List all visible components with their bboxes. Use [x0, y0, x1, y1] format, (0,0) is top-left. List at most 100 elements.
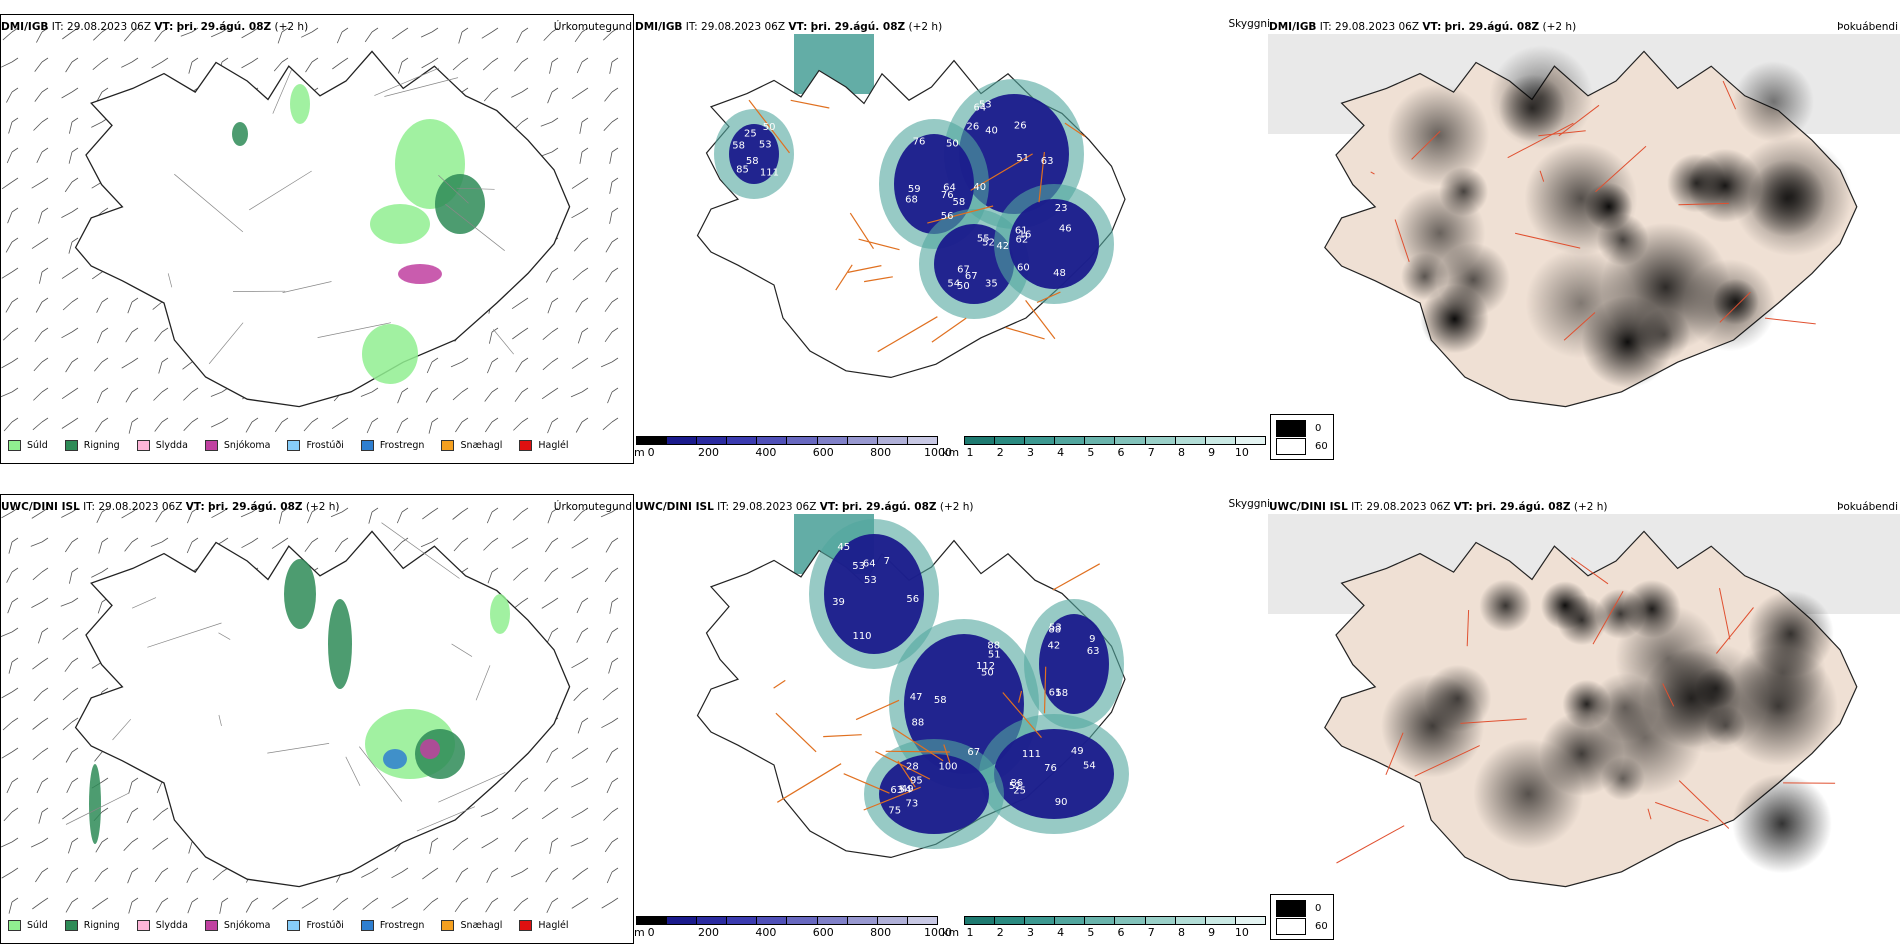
wind-barb — [602, 691, 613, 701]
road-line — [218, 714, 222, 726]
wind-barb — [401, 417, 409, 423]
wind-barb — [161, 837, 169, 843]
wind-barb — [570, 391, 583, 398]
road-line — [1647, 808, 1652, 820]
cloudbase-value-label: 40 — [973, 182, 986, 193]
wind-barb — [212, 871, 223, 881]
wind-barb — [341, 417, 349, 423]
wind-barb — [1, 751, 13, 759]
wind-barb — [11, 597, 19, 603]
wind-barb — [71, 177, 79, 183]
cloudbase-value-label: 64 — [863, 558, 876, 569]
it-label: IT: — [685, 21, 698, 33]
wind-barb — [551, 597, 559, 603]
wind-barb — [274, 421, 283, 433]
wind-barb — [546, 631, 553, 644]
road-line — [864, 276, 893, 283]
wind-barb — [611, 207, 619, 213]
wind-barb — [182, 361, 193, 370]
wind-barb — [121, 361, 133, 369]
colorbar-cell — [1115, 917, 1146, 924]
wind-barb — [311, 507, 319, 513]
road-line — [1414, 745, 1480, 777]
offset: (+2 h) — [1573, 501, 1608, 513]
wind-barb — [34, 91, 43, 102]
wind-barb — [186, 541, 193, 554]
wind-barb — [71, 657, 79, 663]
colorbar-cell — [787, 917, 818, 924]
panel-header: DMI/IGB IT: 29.08.2023 06Z VT: þri. 29.á… — [1, 20, 308, 34]
wind-barb — [71, 27, 79, 33]
vt-label: VT: — [185, 501, 205, 513]
wind-barb — [69, 571, 73, 584]
wind-barb — [161, 417, 169, 423]
legend-label: Haglél — [538, 920, 569, 931]
offset: (+2 h) — [274, 21, 309, 33]
wind-barb — [576, 61, 583, 74]
wind-barb — [332, 61, 343, 70]
wind-barb — [11, 747, 19, 753]
wind-barb — [0, 631, 13, 637]
wind-barb — [551, 567, 559, 573]
cloudbase-value-label: 7 — [884, 556, 890, 567]
wind-barb — [161, 27, 169, 33]
legend-item: Rigning — [64, 920, 120, 931]
wind-barb — [98, 541, 103, 554]
panel-header: UWC/DINI ISL IT: 29.08.2023 06Z VT: þri.… — [635, 500, 974, 514]
wind-barb — [461, 357, 469, 363]
panel-header: UWC/DINI ISL IT: 29.08.2023 06Z VT: þri.… — [1, 500, 340, 514]
wind-barb — [33, 391, 43, 401]
colorbar-ticks: 0 200 400 600 800 1000 — [636, 445, 952, 459]
wind-barb — [33, 691, 43, 702]
wind-barb — [273, 61, 283, 72]
wind-barb — [606, 781, 613, 794]
wind-barb — [71, 327, 79, 333]
wind-barb — [611, 357, 619, 363]
wind-barb — [581, 897, 589, 903]
colorbar-cell — [907, 437, 937, 444]
wind-barb — [521, 807, 529, 813]
wind-barb — [221, 537, 229, 543]
wind-barb — [127, 871, 133, 884]
legend-label: Haglél — [538, 440, 569, 451]
wind-barb — [183, 421, 193, 431]
road-line — [1002, 692, 1042, 738]
wind-barb — [41, 837, 49, 843]
wind-barb — [396, 421, 403, 434]
road-line — [970, 153, 1033, 191]
visibility-colorbar: 1 2 3 4 5 6 7 8 9 10 — [964, 916, 1266, 939]
wind-barb — [35, 871, 43, 883]
cloudbase-value-label: 61 — [1015, 226, 1028, 237]
legend-item: Frostregn — [360, 440, 424, 451]
legend-label: Rigning — [83, 920, 120, 931]
wind-barb — [101, 897, 109, 903]
colorbar-cell — [965, 437, 996, 444]
wind-barb — [41, 327, 49, 333]
wind-barb — [64, 661, 73, 672]
wind-barb — [547, 91, 553, 104]
wind-barb — [41, 597, 49, 603]
cloud-panel-top: 40 58 52 61 58 53 59 50 62 111 63 56 67 60 58 40 76 55 48 5… — [634, 34, 1268, 449]
wind-barb — [11, 627, 19, 633]
wind-barb — [577, 721, 583, 734]
colorbar-cell — [877, 917, 908, 924]
wind-barb — [152, 841, 163, 850]
wind-barb — [461, 87, 469, 93]
wind-barb — [61, 211, 73, 218]
wind-barb — [65, 751, 73, 763]
wind-barb — [514, 61, 523, 72]
wind-barb — [391, 871, 403, 879]
it-label: IT: — [717, 501, 730, 513]
wind-barb — [571, 91, 583, 100]
wind-barb — [366, 421, 373, 434]
wind-barb — [516, 31, 523, 43]
wind-barb — [101, 777, 109, 783]
wind-barb — [11, 57, 19, 63]
cloudbase-value-label: 51 — [988, 649, 1001, 660]
wind-barb — [421, 61, 433, 69]
wind-barb — [305, 61, 313, 73]
road-line — [790, 99, 830, 109]
wind-barb — [371, 867, 379, 873]
wind-barb — [191, 27, 199, 33]
road-line — [931, 317, 967, 343]
